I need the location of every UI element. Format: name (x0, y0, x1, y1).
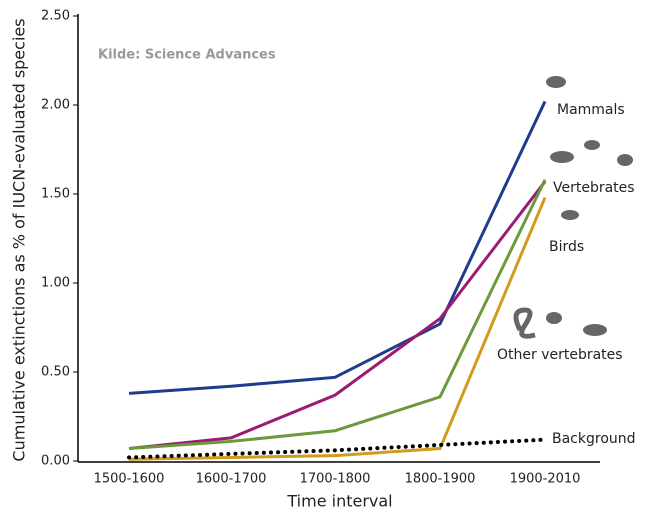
y-tick-label: 0.00 (41, 454, 70, 469)
x-axis-title: Time interval (286, 492, 392, 511)
series-label: Background (552, 431, 636, 447)
series-label: Birds (549, 239, 584, 255)
y-tick-label: 0.50 (41, 365, 70, 380)
y-axis-title: Cumulative extinctions as % of IUCN-eval… (10, 18, 29, 461)
series-line (128, 179, 547, 451)
series-line (128, 196, 547, 461)
x-tick-label: 1900-2010 (510, 472, 581, 487)
y-tick-label: 2.50 (41, 9, 70, 24)
y-tick-label: 1.50 (41, 187, 70, 202)
series-line (128, 100, 547, 395)
x-tick-label: 1600-1700 (196, 472, 267, 487)
series-label: Vertebrates (553, 180, 635, 196)
annotation: Kilde: Science Advances (98, 48, 276, 63)
x-tick-label: 1700-1800 (300, 472, 371, 487)
x-tick-label: 1500-1600 (94, 472, 165, 487)
y-tick-label: 1.00 (41, 276, 70, 291)
icons (513, 76, 633, 339)
series-label: Other vertebrates (497, 347, 623, 363)
series-line (128, 180, 547, 451)
y-tick-label: 2.00 (41, 98, 70, 113)
series-label: Mammals (557, 102, 625, 118)
x-tick-label: 1800-1900 (405, 472, 476, 487)
series-line (127, 437, 547, 460)
